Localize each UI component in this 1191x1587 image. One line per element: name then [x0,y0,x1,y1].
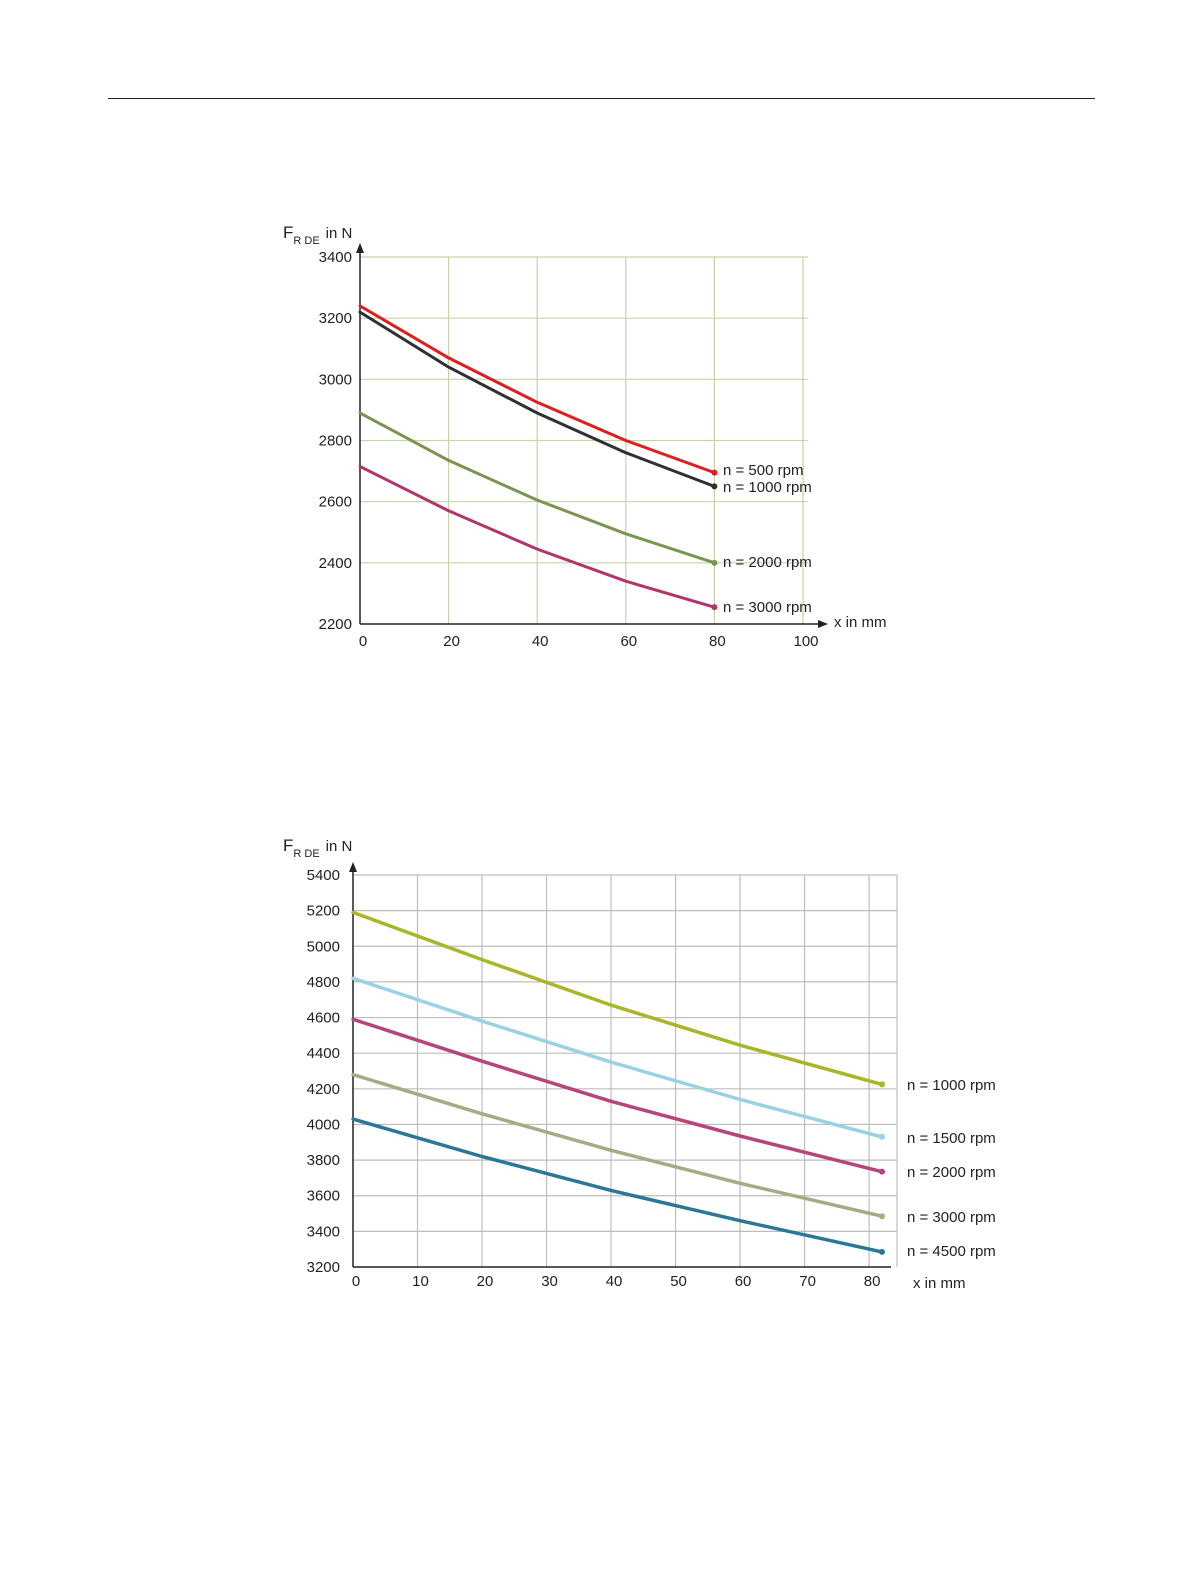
chart1-y-axis-label-suffix: in N [326,225,353,242]
chart2-series-end-point-4 [879,1213,885,1220]
chart2-y-axis-arrow [349,862,357,872]
chart2-y-tick-label: 3400 [307,1223,340,1240]
chart2-y-tick-label: 4600 [307,1010,340,1027]
chart1-y-axis-label-sub: R DE [293,235,319,247]
chart1-series-end-point-4 [711,604,718,611]
chart2-legend-label-4: n = 3000 rpm [907,1209,996,1226]
chart1-series-line-2 [358,310,716,488]
chart2-y-tick-label: 3200 [307,1259,340,1276]
chart1-x-axis-label: x in mm [834,614,887,631]
chart1-y-tick-label: 2800 [319,433,352,450]
chart2-y-axis-label-suffix: in N [326,838,353,855]
chart1-series-end-point-3 [711,559,718,566]
chart2-series-line-5 [351,1117,884,1254]
chart2-y-tick-label: 5200 [307,903,340,920]
chart1-x-tick-label: 60 [620,633,637,650]
chart2-series-line-1 [351,910,884,1087]
chart2-x-tick-label: 80 [864,1273,881,1290]
chart1-y-axis-label: FR DE in N [283,223,352,247]
chart2-y-tick-label: 3800 [307,1152,340,1169]
chart1-series-line-4 [358,465,716,609]
chart1-legend-label-3: n = 2000 rpm [723,554,812,571]
chart2-legend-label-1: n = 1000 rpm [907,1077,996,1094]
chart2-legend-label-3: n = 2000 rpm [907,1164,996,1181]
chart1-y-tick-label: 3400 [319,249,352,266]
chart1-y-tick-label: 2600 [319,494,352,511]
chart2-series-line-3 [351,1017,884,1174]
chart1-x-axis-arrow [818,620,828,628]
chart2-x-tick-label: 50 [670,1273,687,1290]
header-rule [108,98,1095,99]
chart1-y-tick-label: 2200 [319,616,352,633]
chart1-y-tick-label: 2400 [319,555,352,572]
chart-2: 3200 3400 3600 3800 4000 4200 4400 4600 4800 5000… [283,836,996,1292]
chart2-x-tick-label: 10 [412,1273,429,1290]
chart2-y-tick-label: 5400 [307,867,340,884]
chart1-legend-label-2: n = 1000 rpm [723,479,812,496]
chart2-series-line-4 [351,1072,884,1218]
chart1-series-line-3 [358,411,716,565]
chart2-y-tick-label: 4400 [307,1045,340,1062]
chart1-legend-label-1: n = 500 rpm [723,462,803,479]
chart2-legend-label-2: n = 1500 rpm [907,1130,996,1147]
chart1-y-axis-label-main: F [283,223,293,242]
chart1-x-tick-label: 0 [359,633,367,650]
chart2-y-axis-label-sub: R DE [293,848,319,860]
chart1-x-tick-label: 80 [709,633,726,650]
chart1-y-tick-label: 3200 [319,310,352,327]
chart2-y-axis-label: FR DE in N [283,836,352,860]
chart1-series-end-point-2 [711,483,718,490]
chart1-x-tick-label: 100 [793,633,818,650]
chart2-series-line-2 [351,976,884,1139]
chart2-x-tick-label: 40 [606,1273,623,1290]
chart2-y-tick-label: 4000 [307,1116,340,1133]
chart2-y-tick-label: 3600 [307,1188,340,1205]
chart2-x-tick-label: 70 [799,1273,816,1290]
chart2-legend-label-5: n = 4500 rpm [907,1243,996,1260]
chart1-x-tick-label: 20 [443,633,460,650]
chart1-series-end-point-1 [711,469,718,476]
chart2-series-end-point-1 [879,1081,885,1088]
chart2-x-tick-label: 20 [477,1273,494,1290]
chart2-series-end-point-2 [879,1133,885,1140]
chart1-y-axis-arrow [356,243,364,253]
chart2-x-tick-label: 30 [541,1273,558,1290]
chart2-x-axis-label: x in mm [913,1275,966,1292]
chart2-x-tick-label: 60 [735,1273,752,1290]
chart2-y-tick-label: 5000 [307,938,340,955]
chart2-y-tick-label: 4200 [307,1081,340,1098]
chart1-x-tick-label: 40 [532,633,549,650]
chart1-series-line-1 [358,304,716,475]
chart-1: 2200 2400 2600 2800 3000 3200 3400 0 20 40 60 80 100… [283,223,887,650]
chart2-series-end-point-5 [879,1248,885,1255]
chart2-x-tick-label: 0 [352,1273,360,1290]
chart2-y-axis-label-main: F [283,836,293,855]
chart1-y-tick-label: 3000 [319,371,352,388]
chart2-series-end-point-3 [879,1168,885,1175]
chart1-legend-label-4: n = 3000 rpm [723,599,812,616]
chart2-y-tick-label: 4800 [307,974,340,991]
